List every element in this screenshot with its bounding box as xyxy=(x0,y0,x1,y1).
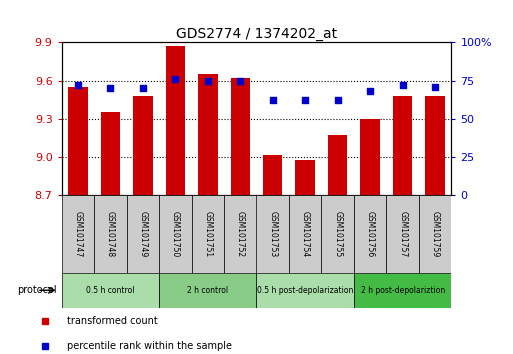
Bar xyxy=(328,135,347,195)
Bar xyxy=(393,96,412,195)
Point xyxy=(139,85,147,91)
Text: GSM101754: GSM101754 xyxy=(301,211,310,257)
Point xyxy=(74,82,82,88)
Text: GSM101751: GSM101751 xyxy=(203,211,212,257)
Bar xyxy=(289,195,322,273)
Text: GSM101756: GSM101756 xyxy=(366,211,374,257)
Bar xyxy=(101,112,120,195)
Point xyxy=(399,82,407,88)
Text: 0.5 h post-depolarization: 0.5 h post-depolarization xyxy=(257,286,353,295)
Bar xyxy=(127,195,159,273)
Bar xyxy=(419,195,451,273)
Bar xyxy=(361,119,380,195)
Bar xyxy=(94,195,127,273)
Bar xyxy=(322,195,354,273)
Bar xyxy=(198,74,218,195)
Bar xyxy=(256,273,354,308)
Text: GSM101755: GSM101755 xyxy=(333,211,342,257)
Point xyxy=(333,97,342,103)
Point xyxy=(366,88,374,94)
Bar xyxy=(230,78,250,195)
Bar xyxy=(425,96,445,195)
Text: 2 h post-depolariztion: 2 h post-depolariztion xyxy=(361,286,445,295)
Text: GSM101747: GSM101747 xyxy=(73,211,82,257)
Text: 0.5 h control: 0.5 h control xyxy=(86,286,134,295)
Bar xyxy=(386,195,419,273)
Text: transformed count: transformed count xyxy=(67,316,157,326)
Text: 2 h control: 2 h control xyxy=(187,286,228,295)
Bar xyxy=(133,96,152,195)
Bar xyxy=(256,195,289,273)
Bar xyxy=(62,273,159,308)
Bar xyxy=(354,195,386,273)
Text: GSM101753: GSM101753 xyxy=(268,211,277,257)
Bar xyxy=(295,160,315,195)
Bar xyxy=(191,195,224,273)
Text: percentile rank within the sample: percentile rank within the sample xyxy=(67,341,232,351)
Point xyxy=(106,85,114,91)
Bar xyxy=(68,87,88,195)
Bar xyxy=(224,195,256,273)
Bar xyxy=(263,155,283,195)
Point xyxy=(204,78,212,83)
Point xyxy=(301,97,309,103)
Text: GSM101750: GSM101750 xyxy=(171,211,180,257)
Bar xyxy=(166,46,185,195)
Text: GSM101752: GSM101752 xyxy=(236,211,245,257)
Bar xyxy=(159,195,191,273)
Point xyxy=(171,76,180,82)
Bar xyxy=(354,273,451,308)
Text: protocol: protocol xyxy=(17,285,56,295)
Point xyxy=(431,84,439,90)
Title: GDS2774 / 1374202_at: GDS2774 / 1374202_at xyxy=(176,28,337,41)
Bar xyxy=(159,273,256,308)
Bar xyxy=(62,195,94,273)
Text: GSM101759: GSM101759 xyxy=(431,211,440,257)
Point xyxy=(269,97,277,103)
Point xyxy=(236,78,244,83)
Text: GSM101748: GSM101748 xyxy=(106,211,115,257)
Text: GSM101749: GSM101749 xyxy=(139,211,147,257)
Text: GSM101757: GSM101757 xyxy=(398,211,407,257)
